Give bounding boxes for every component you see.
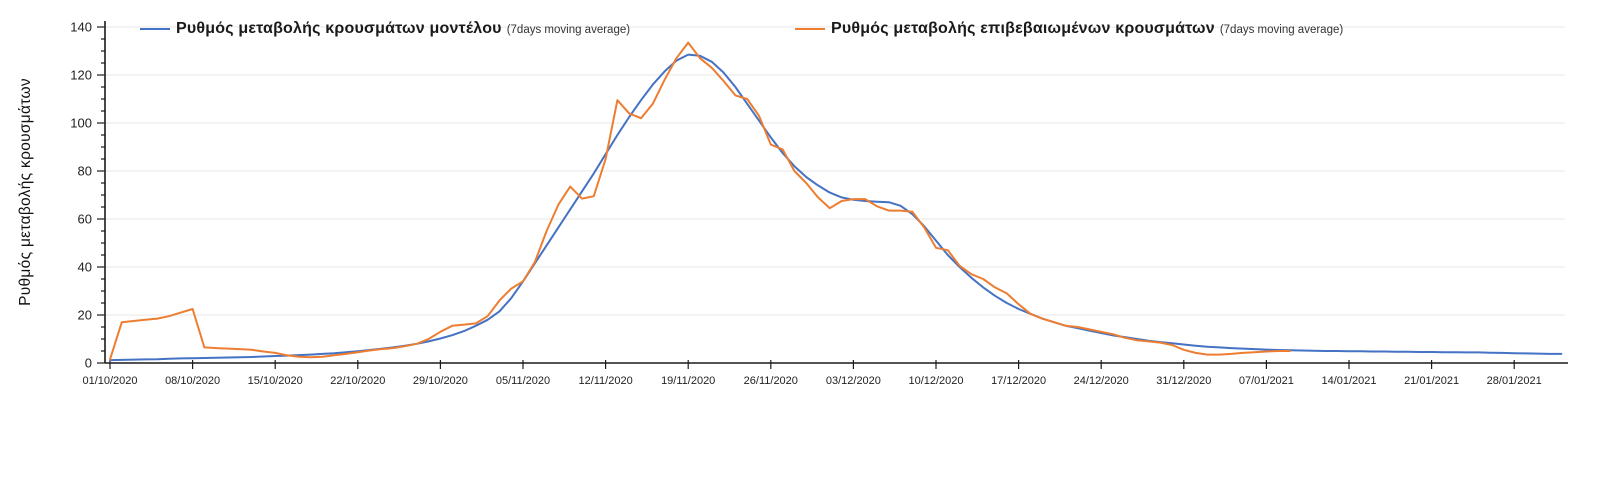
svg-text:0: 0 bbox=[85, 356, 92, 371]
y-tick-labels: 0 20 40 60 80 100 120 140 bbox=[70, 20, 92, 371]
svg-text:07/01/2021: 07/01/2021 bbox=[1239, 375, 1294, 387]
svg-text:28/01/2021: 28/01/2021 bbox=[1487, 375, 1542, 387]
y-gridlines bbox=[105, 26, 1565, 316]
svg-text:29/10/2020: 29/10/2020 bbox=[413, 375, 468, 387]
legend-label-model: Ρυθμός μεταβολής κρουσμάτων μοντέλου bbox=[176, 20, 502, 37]
x-ticks bbox=[109, 360, 1515, 369]
svg-text:12/11/2020: 12/11/2020 bbox=[578, 375, 632, 387]
legend-item-model: Ρυθμός μεταβολής κρουσμάτων μοντέλου (7d… bbox=[140, 20, 630, 38]
svg-text:05/11/2020: 05/11/2020 bbox=[496, 375, 550, 387]
series-line-confirmed bbox=[109, 41, 1291, 361]
svg-text:03/12/2020: 03/12/2020 bbox=[826, 375, 881, 387]
svg-text:10/12/2020: 10/12/2020 bbox=[908, 375, 963, 387]
y-ticks bbox=[97, 26, 105, 364]
svg-text:17/12/2020: 17/12/2020 bbox=[991, 375, 1046, 387]
legend-item-confirmed: Ρυθμός μεταβολής επιβεβαιωμένων κρουσμάτ… bbox=[795, 20, 1343, 38]
svg-text:120: 120 bbox=[70, 68, 92, 83]
y-axis-title: Ρυθμός μεταβολής κρουσμάτων bbox=[17, 78, 34, 306]
svg-text:140: 140 bbox=[70, 20, 92, 35]
x-tick-labels: 01/10/2020 08/10/2020 15/10/2020 22/10/2020… bbox=[82, 375, 1541, 387]
svg-text:21/01/2021: 21/01/2021 bbox=[1404, 375, 1459, 387]
svg-text:26/11/2020: 26/11/2020 bbox=[744, 375, 798, 387]
svg-text:15/10/2020: 15/10/2020 bbox=[248, 375, 303, 387]
svg-text:80: 80 bbox=[78, 164, 92, 179]
plot-area: Ρυθμός μεταβολής κρουσμάτων 0 20 40 60 80 100… bbox=[17, 20, 1568, 387]
svg-text:08/10/2020: 08/10/2020 bbox=[165, 375, 220, 387]
svg-text:19/11/2020: 19/11/2020 bbox=[661, 375, 715, 387]
svg-text:24/12/2020: 24/12/2020 bbox=[1074, 375, 1129, 387]
legend-sublabel-model: (7days moving average) bbox=[506, 24, 631, 36]
svg-text:40: 40 bbox=[78, 260, 92, 275]
svg-text:60: 60 bbox=[78, 212, 92, 227]
chart-legend: Ρυθμός μεταβολής κρουσμάτων μοντέλου (7d… bbox=[0, 0, 1601, 46]
legend-line-confirmed-icon bbox=[795, 28, 825, 30]
svg-text:100: 100 bbox=[70, 116, 92, 131]
axes bbox=[104, 21, 1568, 364]
series-line-model bbox=[109, 53, 1563, 362]
legend-sublabel-confirmed: (7days moving average) bbox=[1219, 24, 1344, 36]
legend-label-confirmed: Ρυθμός μεταβολής επιβεβαιωμένων κρουσμάτ… bbox=[831, 20, 1215, 37]
svg-text:22/10/2020: 22/10/2020 bbox=[330, 375, 385, 387]
svg-text:14/01/2021: 14/01/2021 bbox=[1321, 375, 1376, 387]
legend-line-model-icon bbox=[140, 28, 170, 30]
svg-text:01/10/2020: 01/10/2020 bbox=[82, 375, 137, 387]
svg-text:20: 20 bbox=[78, 308, 92, 323]
svg-text:31/12/2020: 31/12/2020 bbox=[1156, 375, 1211, 387]
